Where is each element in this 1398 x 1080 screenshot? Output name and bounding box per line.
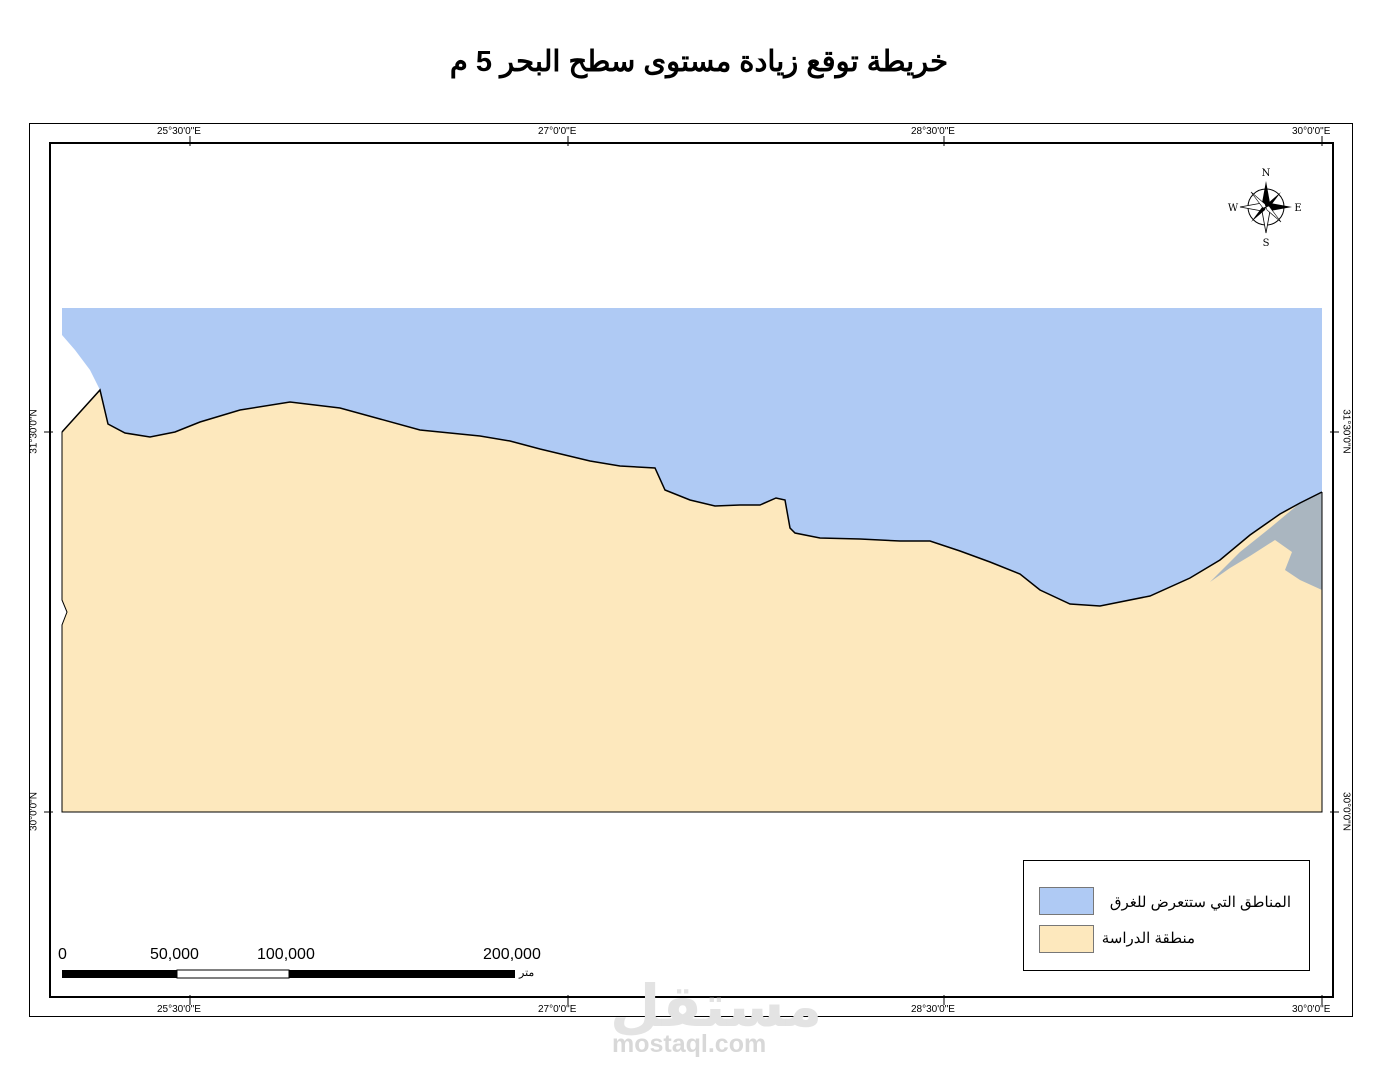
coastline (61, 388, 1323, 607)
legend-swatch-study (1039, 925, 1094, 953)
compass-w: W (1228, 203, 1239, 214)
map-title: خريطة توقع زيادة مستوى سطح البحر 5 م (449, 46, 949, 78)
compass-n: N (1262, 168, 1271, 179)
compass-e: E (1294, 203, 1301, 214)
study-area-border (61, 432, 1323, 813)
lat-label-left-2: 30°0'0"N (28, 792, 40, 831)
map-outer-frame (29, 123, 1353, 1017)
flood-area (62, 308, 1322, 606)
wetland-area (1210, 492, 1322, 590)
map-inner-frame (49, 142, 1334, 998)
legend-label-flood: المناطق التي ستتعرض للغرق (1109, 894, 1291, 911)
scale-tick-200000: 200,000 (483, 946, 541, 963)
scale-bar (62, 969, 515, 979)
lon-label-top-4: 30°0'0"E (1292, 126, 1331, 137)
compass-s: S (1263, 238, 1270, 249)
lon-label-top-3: 28°30'0"E (911, 126, 955, 137)
study-area (62, 390, 1322, 812)
lon-label-bottom-2: 27°0'0"E (538, 1004, 577, 1015)
scale-tick-50000: 50,000 (150, 946, 199, 963)
lon-label-bottom-4: 30°0'0"E (1292, 1004, 1331, 1015)
lon-label-top-2: 27°0'0"E (538, 126, 577, 137)
scale-unit: متر (519, 967, 535, 979)
watermark-logo: مستقل (610, 972, 823, 1040)
watermark-url: mostaql.com (612, 1030, 767, 1058)
scale-tick-100000: 100,000 (257, 946, 315, 963)
lon-label-top-1: 25°30'0"E (157, 126, 201, 137)
lon-label-bottom-1: 25°30'0"E (157, 1004, 201, 1015)
lat-label-left-1: 31°30'0"N (28, 409, 40, 454)
legend-label-study: منطقة الدراسة (1101, 930, 1195, 947)
legend: المناطق التي ستتعرض للغرق منطقة الدراسة (1023, 860, 1310, 971)
lat-label-right-2: 30°0'0"N (1340, 792, 1352, 831)
scale-tick-0: 0 (58, 946, 67, 963)
lat-label-right-1: 31°30'0"N (1340, 409, 1352, 454)
legend-swatch-flood (1039, 887, 1094, 915)
lon-label-bottom-3: 28°30'0"E (911, 1004, 955, 1015)
compass-rose-icon: N S E W (1228, 168, 1302, 249)
